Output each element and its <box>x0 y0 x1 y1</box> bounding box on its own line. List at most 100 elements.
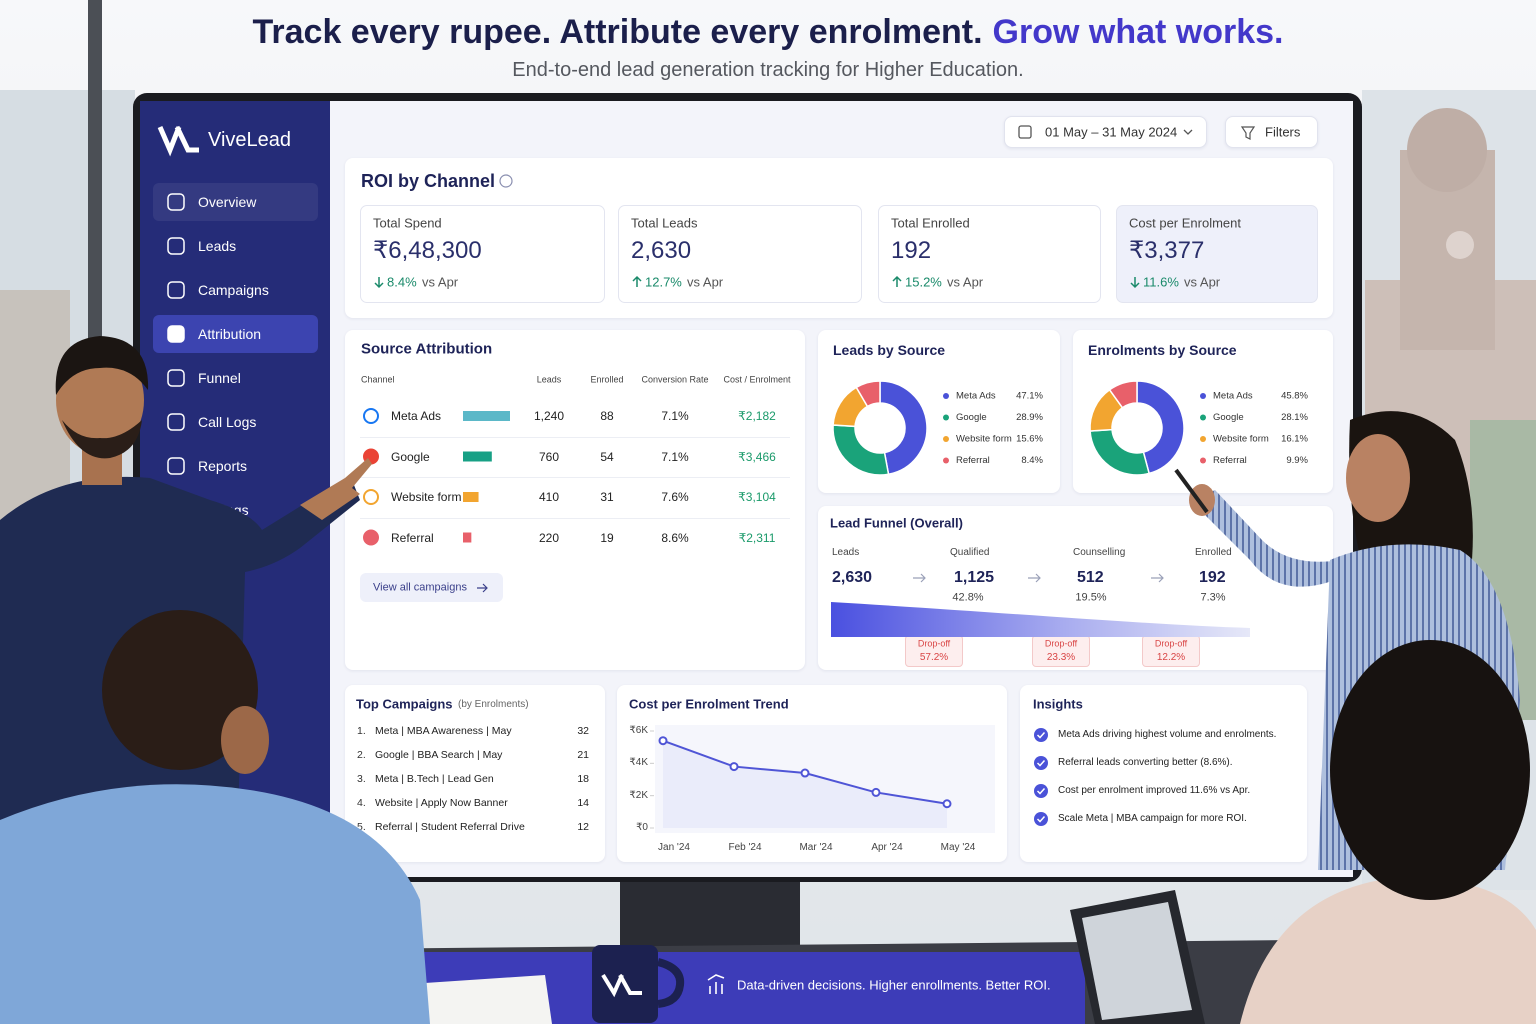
panel-title: Enrolments by Source <box>1088 342 1237 358</box>
leads: 410 <box>538 490 560 504</box>
channel-name: Referral <box>391 530 434 545</box>
dropoff-value: 57.2% <box>919 652 949 663</box>
dropoff-box <box>1032 635 1090 667</box>
nav-label: Campaigns <box>198 282 269 298</box>
panel-title: Lead Funnel (Overall) <box>830 515 963 531</box>
insight: Scale Meta | MBA campaign for more ROI. <box>1058 813 1247 824</box>
x-tick-label: Jan '24 <box>658 842 690 853</box>
y-tick-label: ₹4K <box>629 757 648 769</box>
campaign-name: Website | Apply Now Banner <box>375 796 508 809</box>
row-divider <box>360 517 790 519</box>
stage-label: Qualified <box>950 547 990 558</box>
insight: Referral leads converting better (8.6%). <box>1058 757 1233 768</box>
stage-rate: 19.5% <box>1075 591 1107 604</box>
campaign-count: 12 <box>577 820 589 833</box>
column-header: Leads <box>536 374 562 385</box>
dropoff-label: Drop-off <box>1154 638 1188 649</box>
stage-rate: 7.3% <box>1200 591 1226 604</box>
panel-note: (by Enrolments) <box>458 699 529 710</box>
stage-rate: 42.8% <box>952 591 984 604</box>
stage-value: 512 <box>1077 569 1104 586</box>
rank: 4. <box>357 796 366 809</box>
conversion-rate: 7.6% <box>661 490 689 504</box>
filters: Filters <box>1265 124 1301 140</box>
y-tick-label: ₹6K <box>629 725 648 736</box>
channel-name: Google <box>391 449 430 464</box>
enrolled: 54 <box>600 449 614 464</box>
headline-main: Track every rupee. Attribute every enrol… <box>252 13 983 51</box>
enrolled: 31 <box>600 490 614 504</box>
cost-per-enrolment: ₹2,182 <box>738 409 776 423</box>
dropoff-label: Drop-off <box>917 638 951 649</box>
dropoff-label: Drop-off <box>1044 638 1078 649</box>
date-range: 01 May – 31 May 2024 <box>1045 124 1178 140</box>
kpi-value: ₹6,48,300 <box>373 237 482 264</box>
kpi-change: 15.2% <box>905 274 942 290</box>
y-tick-label: ₹2K <box>629 789 648 801</box>
kpi-label: Cost per Enrolment <box>1129 215 1241 231</box>
campaign-name: Google | BBA Search | May <box>375 748 503 761</box>
view-all-link: View all campaigns <box>373 581 467 594</box>
subtitle: End-to-end lead generation tracking for … <box>512 59 1024 81</box>
campaign-name: Meta | MBA Awareness | May <box>375 724 512 737</box>
kpi-label: Total Leads <box>631 215 698 231</box>
nav-label: Attribution <box>198 326 262 342</box>
x-tick-label: Apr '24 <box>871 842 903 853</box>
kpi-card <box>878 205 1101 303</box>
stage-value: 1,125 <box>954 569 995 586</box>
enrolled: 19 <box>600 530 614 545</box>
kpi-label: Total Enrolled <box>891 215 970 231</box>
filters-button[interactable] <box>1225 116 1318 148</box>
enrolled: 88 <box>600 409 614 423</box>
kpi-compare: vs Apr <box>422 274 459 290</box>
source-attribution-panel <box>345 330 805 670</box>
column-header: Enrolled <box>590 374 624 385</box>
insight: Meta Ads driving highest volume and enro… <box>1058 729 1277 740</box>
column-header: Conversion Rate <box>641 374 709 385</box>
kpi-change: 12.7% <box>645 274 682 290</box>
stage-value: 192 <box>1199 569 1226 586</box>
row-divider <box>360 477 790 478</box>
annotation: ₹3,377 <box>947 768 989 784</box>
column-header: Cost / Enrolment <box>723 374 791 385</box>
date-range-button[interactable] <box>1004 116 1207 148</box>
nav-label: Funnel <box>198 370 241 386</box>
leads: 1,240 <box>533 409 565 423</box>
nav-label: Leads <box>198 238 237 254</box>
kpi-change: 8.4% <box>387 274 417 290</box>
kpi-compare: vs Apr <box>687 274 724 290</box>
conversion-rate: 7.1% <box>661 449 689 464</box>
nav-label: Settings <box>198 502 249 518</box>
headline: Track every rupee. Attribute every enrol… <box>253 15 1284 49</box>
x-tick-label: Feb '24 <box>728 842 762 853</box>
row-divider <box>360 436 790 438</box>
kpi-compare: vs Apr <box>1184 274 1221 290</box>
kpi-value: 192 <box>891 237 932 264</box>
panel-title: Insights <box>1033 696 1083 712</box>
kpi-value: 2,630 <box>631 237 692 264</box>
rank: 3. <box>357 772 366 785</box>
cost-per-enrolment: ₹2,311 <box>738 530 776 545</box>
panel-title: Source Attribution <box>361 340 493 358</box>
nav-label: Call Logs <box>198 414 257 430</box>
nav-label: Overview <box>198 194 257 210</box>
stage-label: Counselling <box>1073 547 1126 558</box>
dropoff-value: 23.3% <box>1046 652 1076 663</box>
dome <box>1407 108 1487 192</box>
column-header: Channel <box>361 374 395 385</box>
campaign-count: 14 <box>577 796 589 809</box>
cost-per-enrolment: ₹3,466 <box>738 449 776 464</box>
campaign-count: 21 <box>577 748 589 761</box>
channel-name: Meta Ads <box>391 409 442 423</box>
leads: 760 <box>538 449 560 464</box>
kpi-card <box>618 205 862 303</box>
campaign-name: Referral | Student Referral Drive <box>375 820 525 833</box>
kpi-compare: vs Apr <box>947 274 984 290</box>
dropoff-box <box>1142 635 1200 667</box>
stage-label: Enrolled <box>1195 547 1232 558</box>
conversion-rate: 8.6% <box>661 530 689 545</box>
stage-label: Leads <box>832 547 860 558</box>
rank: 1. <box>357 724 366 737</box>
